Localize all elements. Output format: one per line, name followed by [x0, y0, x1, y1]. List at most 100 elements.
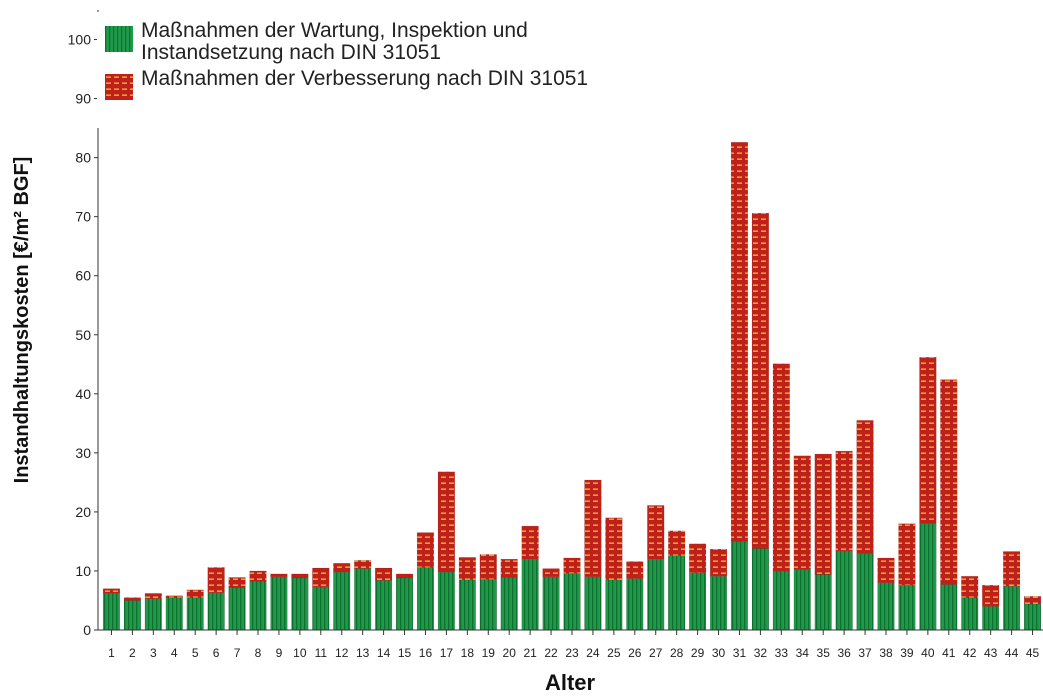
bar-segment	[165, 595, 183, 598]
bar-segment	[793, 569, 811, 631]
x-tick-label: 10	[293, 646, 307, 660]
bar-segment	[270, 573, 288, 578]
bar-segment	[626, 578, 644, 631]
bar-segment	[898, 584, 916, 631]
bar-segment	[291, 573, 309, 579]
bar-segment	[709, 576, 728, 631]
bar-segment	[1023, 603, 1042, 631]
bar-segment	[898, 523, 916, 586]
bar-segment	[1023, 596, 1042, 605]
bar-segment	[647, 558, 665, 631]
bar-segment	[479, 554, 497, 580]
bar-segment	[207, 567, 225, 594]
bar-segment	[605, 579, 623, 631]
bar-segment	[458, 557, 476, 581]
legend-swatch-fill	[105, 74, 133, 100]
x-tick-label: 12	[335, 646, 349, 660]
bar-segment	[123, 600, 142, 631]
y-tick-label: 30	[75, 445, 91, 461]
x-tick-label: 4	[171, 646, 178, 660]
x-tick-label: 26	[628, 646, 642, 660]
bar-segment	[207, 592, 225, 631]
bar-segment	[751, 212, 770, 549]
x-tick-label: 31	[733, 646, 747, 660]
x-tick-label: 16	[419, 646, 433, 660]
x-tick-label: 23	[565, 646, 579, 660]
x-tick-label: 3	[150, 646, 157, 660]
legend-label: Maßnahmen der Verbesserung nach DIN 3105…	[141, 67, 589, 90]
legend: Maßnahmen der Wartung, Inspektion und In…	[97, 12, 672, 128]
bar-segment	[814, 574, 832, 631]
bar-segment	[814, 453, 832, 575]
x-tick-label: 28	[670, 646, 684, 660]
bar-segment	[228, 577, 246, 588]
bar-segment	[333, 563, 351, 573]
bar-segment	[626, 561, 644, 579]
x-tick-label: 11	[315, 646, 328, 660]
bar-segment	[521, 558, 539, 631]
legend-item: Maßnahmen der Wartung, Inspektion und In…	[105, 20, 664, 64]
bar-segment	[668, 555, 686, 631]
bar-segment	[144, 598, 162, 631]
bar-segment	[144, 593, 162, 599]
bar-segment	[458, 579, 476, 631]
x-axis-label: Alter	[545, 670, 596, 695]
bar-segment	[249, 570, 267, 582]
x-tick-label: 21	[523, 646, 537, 660]
x-tick-label: 13	[356, 646, 370, 660]
x-tick-label: 38	[879, 646, 893, 660]
bar-segment	[395, 577, 414, 631]
y-tick-label: 20	[75, 504, 91, 520]
bar-segment	[479, 578, 497, 631]
bar-segment	[647, 505, 665, 560]
x-tick-label: 5	[192, 646, 199, 660]
bar-segment	[709, 548, 728, 577]
y-tick-label: 0	[83, 622, 91, 638]
x-tick-label: 37	[858, 646, 872, 660]
bar-segment	[772, 570, 790, 631]
bar-segment	[123, 597, 142, 601]
y-tick-label: 100	[68, 32, 92, 48]
bar-segment	[312, 567, 330, 588]
bar-segment	[982, 606, 1000, 631]
bar-segment	[940, 379, 958, 585]
bar-segment	[856, 420, 874, 555]
x-tick-label: 19	[482, 646, 496, 660]
bar-segment	[1002, 551, 1021, 587]
bar-segment	[584, 479, 602, 578]
x-tick-label: 29	[691, 646, 705, 660]
bar-segment	[751, 548, 770, 631]
bar-segment	[793, 455, 811, 571]
x-tick-label: 27	[649, 646, 663, 660]
bar-segment	[584, 576, 602, 631]
bar-segment	[563, 573, 581, 631]
x-tick-label: 18	[461, 646, 475, 660]
bar-segment	[856, 553, 874, 631]
x-tick-label: 15	[398, 646, 412, 660]
bar-segment	[165, 597, 183, 631]
x-tick-label: 44	[1005, 646, 1019, 660]
y-tick-label: 70	[75, 209, 91, 225]
bar-segment	[500, 558, 518, 578]
bar-segment	[437, 471, 456, 573]
bar-segment	[919, 523, 937, 631]
x-tick-label: 39	[900, 646, 914, 660]
bar-segment	[563, 557, 581, 574]
bar-segment	[270, 576, 288, 631]
bar-segment	[835, 550, 853, 631]
x-tick-label: 32	[754, 646, 768, 660]
bar-segment	[354, 560, 372, 569]
x-tick-label: 20	[503, 646, 517, 660]
y-tick-label: 50	[75, 327, 91, 343]
bar-segment	[542, 568, 560, 578]
bar-segment	[1002, 586, 1021, 631]
bar-segment	[312, 586, 330, 631]
bar-segment	[437, 571, 456, 631]
x-tick-label: 42	[963, 646, 977, 660]
bar-segment	[730, 541, 749, 631]
x-tick-label: 35	[817, 646, 831, 660]
bar-segment	[961, 597, 979, 631]
legend-swatch	[105, 26, 133, 52]
